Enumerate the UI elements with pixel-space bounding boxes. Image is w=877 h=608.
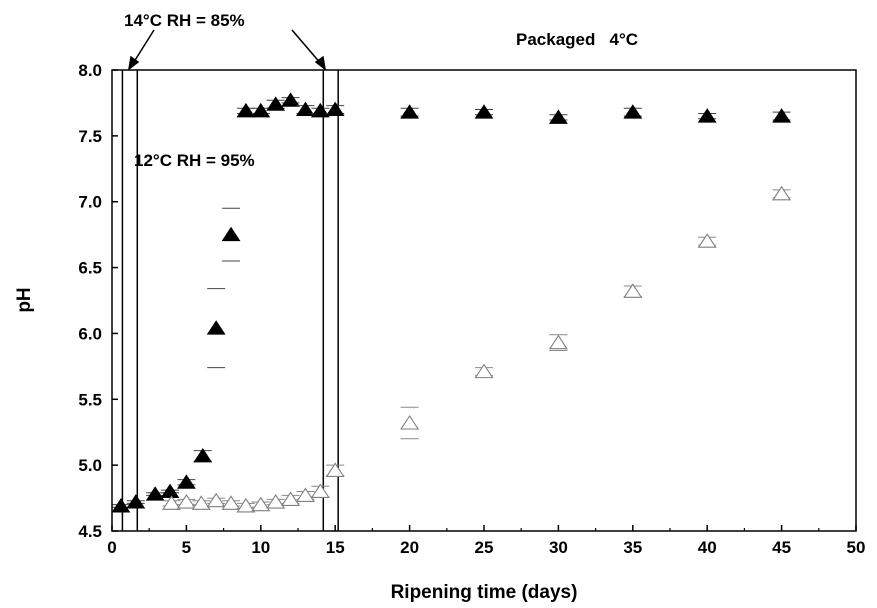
annotation-arrows: [127, 29, 327, 71]
x-tick-label-7: 35: [623, 538, 642, 557]
arrow-right-head: [314, 55, 327, 71]
series-0-point-20: [772, 108, 792, 123]
series-1-point-16: [697, 233, 717, 248]
series-0-point-7: [221, 226, 241, 242]
y-tick-label-1: 5.0: [78, 456, 102, 475]
series-1-point-6: [251, 496, 271, 512]
series-1-point-10: [310, 483, 330, 499]
series-0-point-13: [310, 102, 330, 118]
annotation-12c-rh95: 12°C RH = 95%: [134, 151, 255, 170]
series-1-point-8: [281, 491, 301, 506]
series-0-point-5: [193, 448, 213, 463]
x-tick-label-3: 15: [326, 538, 345, 557]
series-1-point-12: [400, 414, 420, 430]
series-1-point-15: [623, 283, 643, 298]
y-axis-title: pH: [14, 287, 35, 312]
series-1-point-0: [162, 495, 182, 510]
x-tick-label-5: 25: [475, 538, 494, 557]
series-1-point-3: [206, 492, 226, 508]
series-0-point-6: [206, 320, 226, 335]
axis-ticks: [111, 69, 857, 532]
x-tick-label-1: 5: [182, 538, 191, 557]
series-0-point-10: [266, 96, 286, 111]
series-1-point-13: [474, 363, 494, 379]
x-tick-label-4: 20: [400, 538, 419, 557]
series-0-point-1: [126, 494, 146, 509]
x-tick-label-9: 45: [772, 538, 791, 557]
arrow-left-head: [127, 55, 140, 71]
y-tick-label-7: 8.0: [78, 61, 102, 80]
x-axis-title: Ripening time (days): [391, 582, 578, 603]
series-0-point-8: [236, 102, 256, 118]
plot-area-frame: [111, 69, 857, 532]
series-0-point-2: [145, 486, 165, 501]
series-0-point-3: [160, 483, 180, 498]
series-1: [162, 185, 792, 513]
series-1-point-14: [548, 334, 568, 350]
series-1-point-1: [176, 494, 196, 509]
series-1-point-9: [295, 487, 315, 502]
phase-lines: [121, 70, 339, 531]
series-0: [111, 92, 792, 513]
y-tick-label-0: 4.5: [78, 522, 102, 541]
series-layer: [111, 92, 792, 513]
series-1-point-4: [221, 495, 241, 510]
x-tick-label-2: 10: [251, 538, 270, 557]
series-1-point-5: [236, 497, 256, 513]
series-0-point-4: [176, 474, 196, 489]
series-0-point-17: [548, 109, 568, 124]
series-1-point-17: [772, 185, 792, 201]
series-0-point-18: [623, 104, 643, 119]
x-tick-label-10: 50: [847, 538, 866, 557]
series-0-point-19: [697, 108, 717, 123]
y-tick-label-2: 5.5: [78, 390, 102, 409]
x-tick-label-6: 30: [549, 538, 568, 557]
series-0-point-12: [296, 101, 315, 117]
y-tick-label-6: 7.5: [78, 127, 102, 146]
series-0-point-16: [474, 104, 494, 119]
series-0-point-9: [251, 102, 271, 118]
series-1-point-11: [325, 462, 345, 477]
annotation-packaged-4c: Packaged 4°C: [516, 30, 638, 49]
series-0-point-0: [111, 498, 131, 513]
arrow-right-line: [291, 29, 323, 66]
x-tick-label-8: 40: [698, 538, 717, 557]
y-tick-label-3: 6.0: [78, 324, 102, 343]
arrow-left-line: [131, 29, 155, 66]
annotation-14c-rh85: 14°C RH = 85%: [124, 11, 245, 30]
series-0-point-15: [400, 104, 420, 119]
series-0-point-14: [325, 101, 345, 117]
series-0-point-11: [281, 92, 300, 107]
series-1-point-7: [266, 494, 286, 509]
annotations: 14°C RH = 85% 12°C RH = 95% Packaged 4°C: [124, 11, 638, 170]
axis-tick-labels: 0 5 10 15 20 25 30 35 40 45 50 4.5 5.0 5.5 6.0 6.5 7.0 7.…: [78, 61, 865, 557]
series-1-point-2: [191, 495, 211, 510]
y-tick-label-5: 7.0: [78, 193, 102, 212]
y-tick-label-4: 6.5: [78, 259, 102, 278]
x-tick-label-0: 0: [107, 538, 116, 557]
